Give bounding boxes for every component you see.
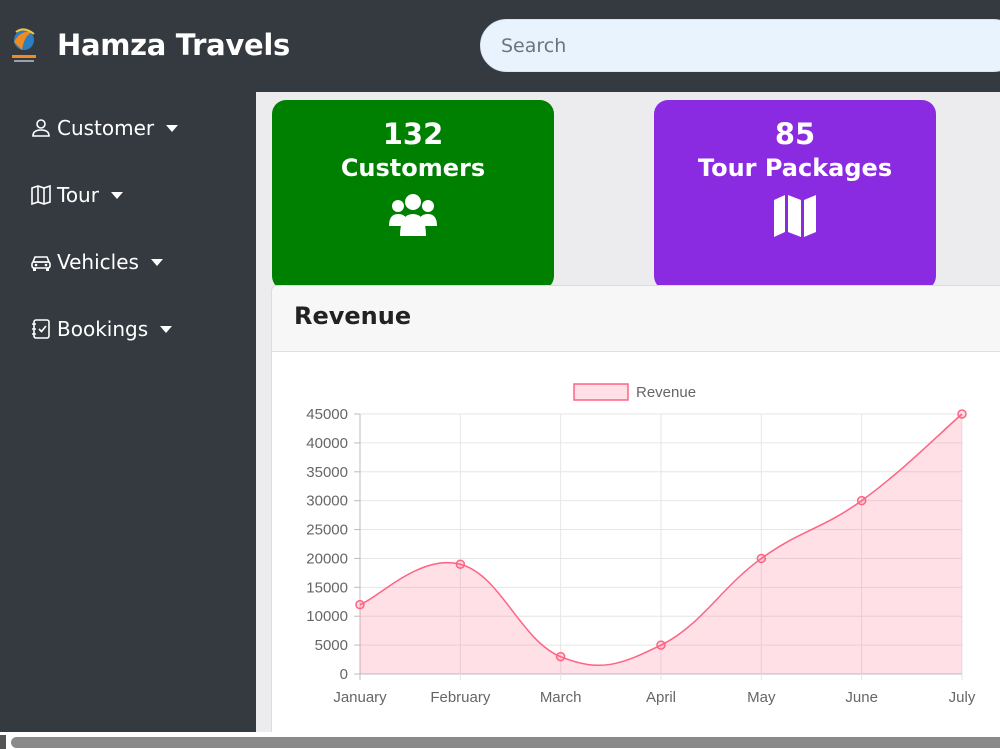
y-tick-label: 20000	[306, 550, 348, 567]
y-tick-label: 0	[340, 666, 348, 683]
legend-label: Revenue	[636, 384, 696, 401]
sidebar-item-bookings[interactable]: Bookings	[30, 314, 173, 344]
x-tick-label: January	[333, 689, 387, 706]
car-icon	[31, 256, 51, 271]
map-icon	[31, 184, 51, 206]
revenue-data-point	[355, 599, 365, 610]
sidebar-item-tour[interactable]: Tour	[30, 180, 123, 210]
y-tick-label: 30000	[306, 493, 348, 510]
journal-check-icon	[32, 319, 50, 339]
person-icon	[32, 119, 50, 137]
caret-down-icon	[110, 191, 123, 199]
map-icon	[774, 195, 816, 237]
scrollbar-thumb[interactable]	[11, 737, 1000, 748]
sidebar-item-vehicles[interactable]: Vehicles	[30, 247, 163, 277]
x-tick-label: April	[646, 689, 676, 706]
x-tick-label: July	[949, 689, 976, 706]
y-tick-label: 35000	[306, 464, 348, 481]
search-input[interactable]	[480, 19, 1000, 72]
revenue-chart: 0 5000 10000 15000 20000 25000 30000 35000 40000…	[306, 383, 976, 706]
x-tick-label: March	[540, 689, 582, 706]
top-navbar: Hamza Travels	[0, 0, 1000, 92]
sidebar-item-label: Bookings	[57, 317, 149, 341]
caret-down-icon	[150, 258, 163, 266]
y-tick-label: 10000	[306, 608, 348, 625]
revenue-data-point	[555, 651, 566, 662]
x-tick-label: February	[430, 689, 491, 706]
brand-logo-icon[interactable]	[10, 24, 38, 64]
revenue-data-point	[656, 640, 666, 650]
customers-count: 132	[382, 117, 444, 151]
revenue-data-point	[957, 409, 967, 419]
x-tick-label: June	[845, 689, 878, 706]
revenue-data-point	[756, 553, 767, 564]
scroll-left-icon[interactable]	[0, 735, 6, 749]
customers-card[interactable]: 132 Customers	[272, 100, 554, 290]
y-tick-label: 5000	[315, 637, 348, 654]
revenue-data-point	[856, 495, 867, 506]
brand-title[interactable]: Hamza Travels	[57, 28, 290, 62]
sidebar-item-label: Vehicles	[57, 250, 139, 274]
revenue-data-point	[455, 559, 466, 569]
sidebar: Customer Tour Vehicles Book	[0, 92, 256, 732]
revenue-panel-header	[272, 286, 1000, 352]
tour-packages-label: Tour Packages	[697, 154, 893, 182]
users-icon	[389, 194, 437, 236]
revenue-panel: Revenue 0 5000 10000 15000 20000 25000 30000 35…	[271, 285, 1000, 745]
chart-legend: Revenue	[573, 383, 696, 401]
y-tick-label: 15000	[306, 579, 348, 596]
revenue-panel-title: Revenue	[294, 302, 412, 330]
sidebar-item-label: Tour	[57, 183, 99, 207]
y-tick-label: 25000	[306, 522, 348, 539]
sidebar-item-label: Customer	[57, 116, 155, 140]
revenue-series-line	[359, 413, 963, 667]
y-tick-label: 45000	[306, 406, 348, 423]
horizontal-scrollbar[interactable]	[0, 732, 1000, 749]
x-tick-label: May	[747, 689, 776, 706]
caret-down-icon	[166, 124, 179, 132]
y-tick-label: 40000	[306, 435, 348, 452]
tour-packages-card[interactable]: 85 Tour Packages	[654, 100, 936, 290]
customers-label: Customers	[340, 154, 486, 182]
caret-down-icon	[160, 325, 173, 333]
legend-swatch	[573, 383, 629, 401]
tour-packages-count: 85	[774, 117, 816, 151]
sidebar-item-customer[interactable]: Customer	[30, 113, 179, 143]
